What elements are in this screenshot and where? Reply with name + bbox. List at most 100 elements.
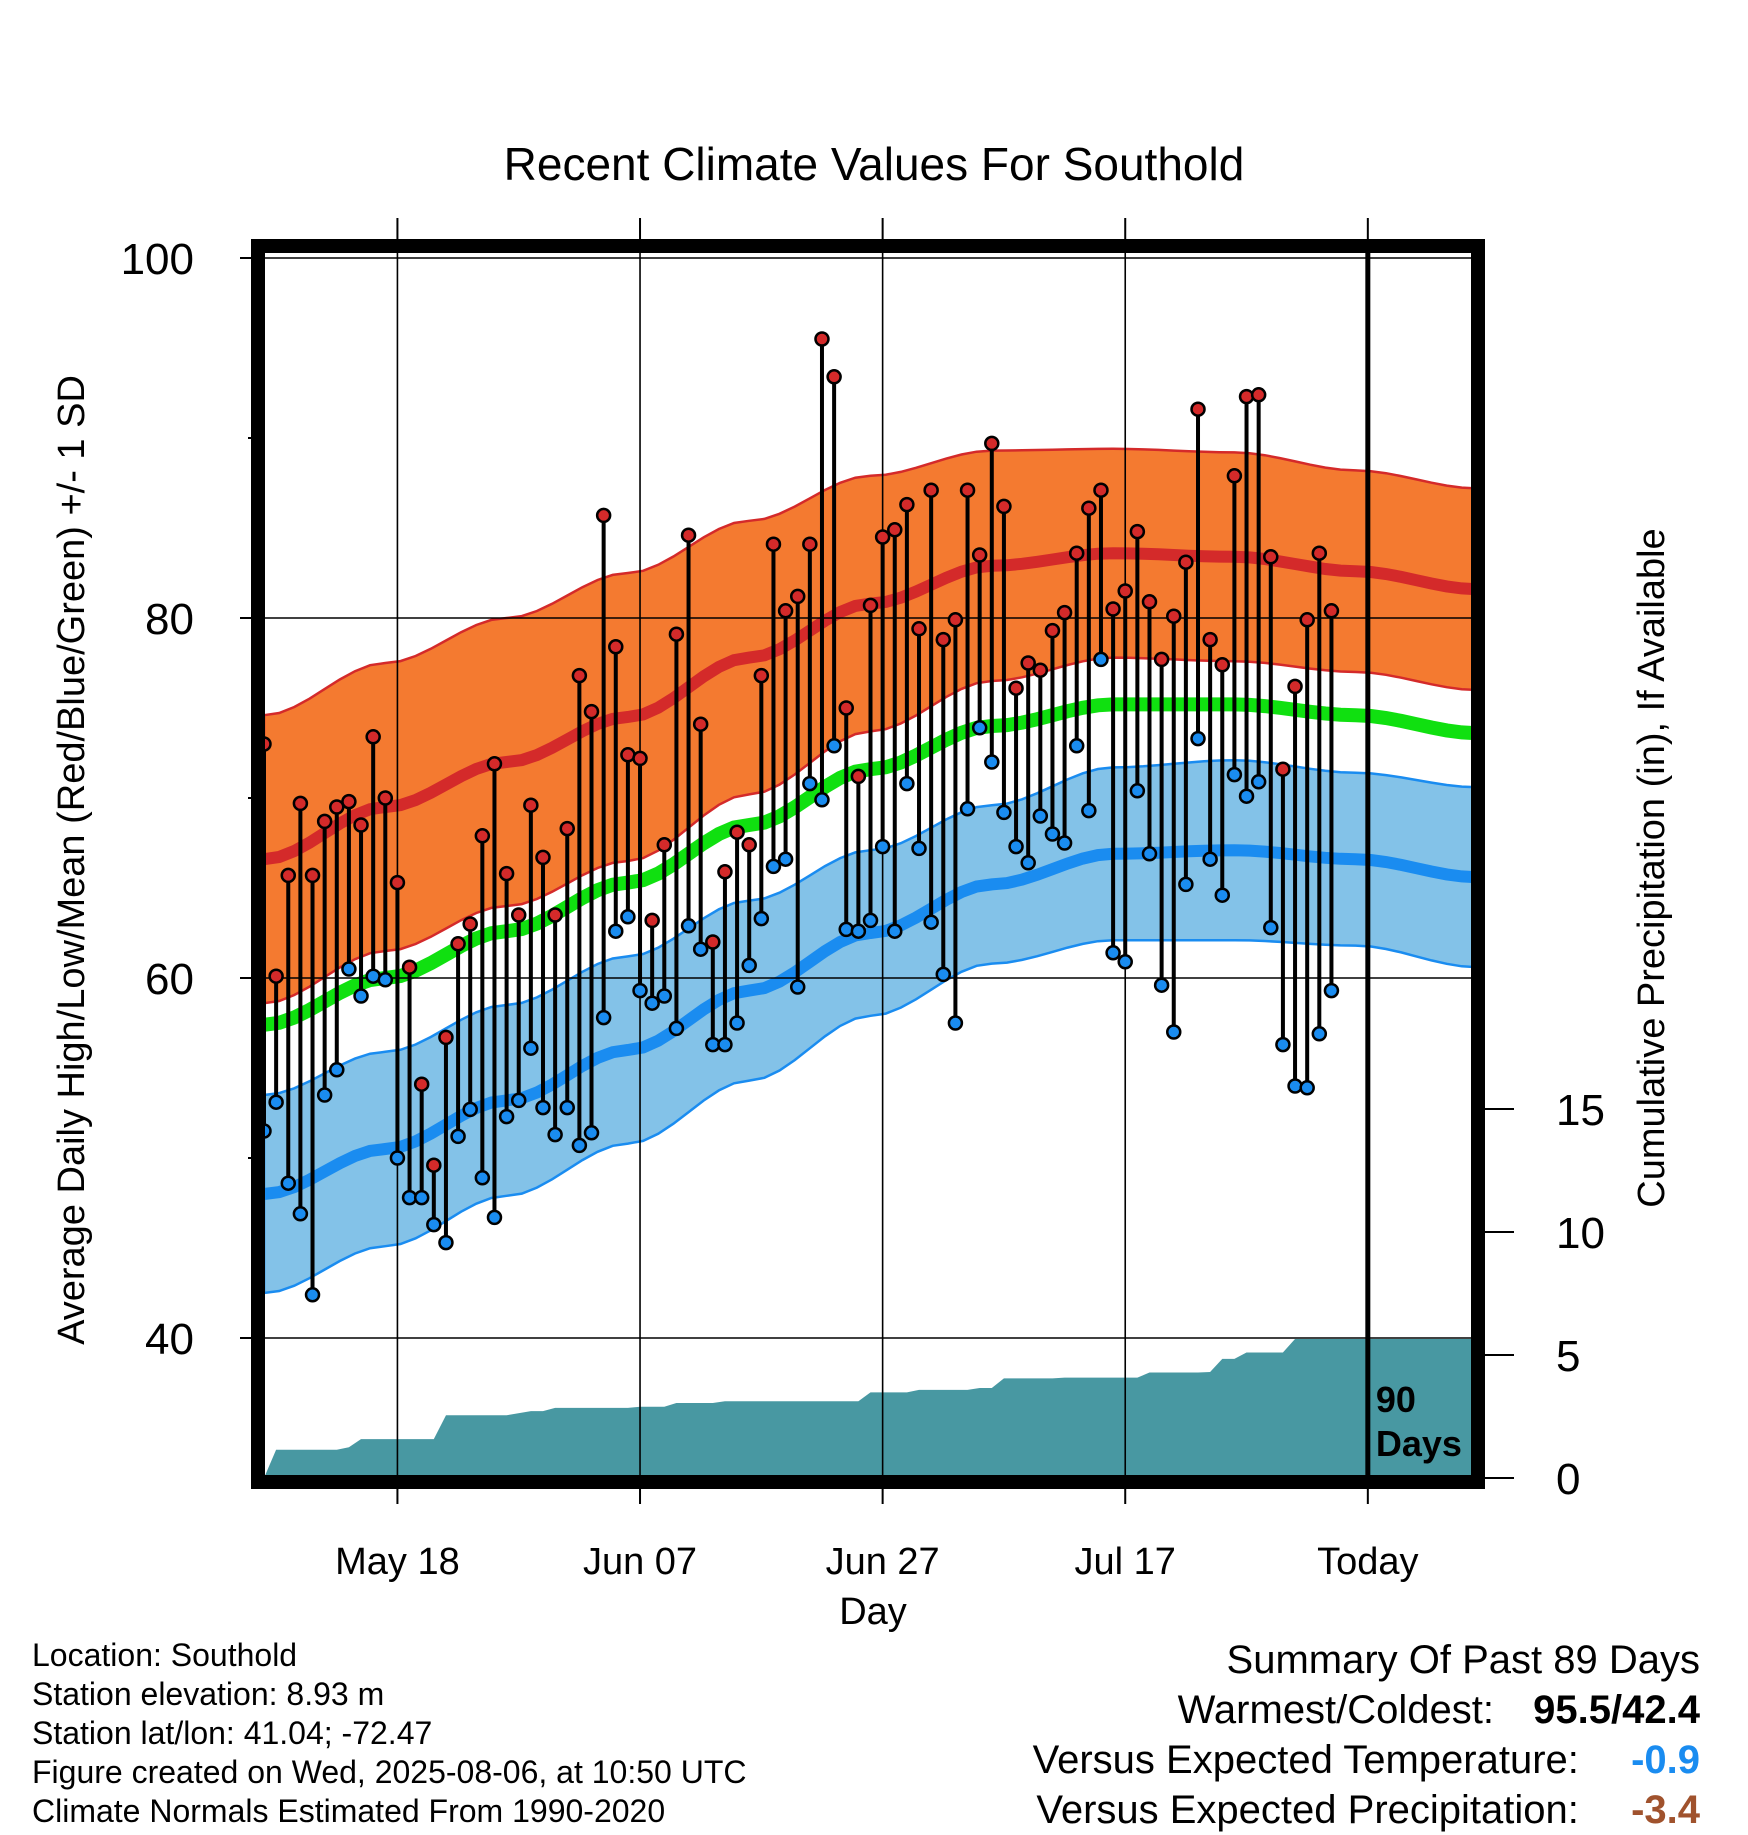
daily-high-point xyxy=(1250,387,1267,403)
daily-low-point xyxy=(899,775,915,792)
daily-high-point xyxy=(862,597,879,614)
daily-low-point xyxy=(486,1209,503,1226)
cumulative-precip-area xyxy=(264,1339,1477,1482)
created-text: Figure created on Wed, 2025-08-06, at 10… xyxy=(32,1754,747,1790)
daily-low-point xyxy=(1226,766,1243,783)
daily-high-point xyxy=(329,799,345,815)
daily-low-point xyxy=(862,912,879,929)
daily-high-point xyxy=(510,907,527,923)
daily-high-point xyxy=(353,817,369,833)
daily-high-point xyxy=(1056,604,1073,621)
daily-low-point xyxy=(789,979,806,995)
warmest-value: 95.5 xyxy=(1533,1688,1612,1732)
daily-high-point xyxy=(789,588,806,605)
daily-high-point xyxy=(971,547,988,563)
daily-high-point xyxy=(474,828,491,844)
daily-high-point xyxy=(741,837,757,853)
elevation-text: Station elevation: 8.93 m xyxy=(32,1676,385,1712)
daily-low-point xyxy=(729,1015,745,1031)
warm-cold-slash: / xyxy=(1611,1688,1623,1732)
daily-high-point xyxy=(583,703,600,720)
daily-low-point xyxy=(1044,826,1061,842)
summary-warm-cold: Warmest/Coldest: 95.5/42.4 xyxy=(1033,1685,1700,1735)
daily-high-point xyxy=(304,867,321,884)
daily-high-point xyxy=(1008,680,1024,696)
daily-high-point xyxy=(268,968,284,984)
daily-high-point xyxy=(486,756,503,772)
precip-vs-expected-label: Versus Expected Precipitation: xyxy=(1036,1788,1579,1832)
daily-low-point xyxy=(1299,1080,1315,1096)
daily-high-point xyxy=(1263,549,1279,565)
daily-high-point xyxy=(316,813,333,830)
y-tick-label: 80 xyxy=(145,595,194,644)
y-axis-label: Average Daily High/Low/Mean (Red/Blue/Gr… xyxy=(51,375,93,1345)
x-tick-label: Jun 27 xyxy=(826,1541,940,1583)
temp-vs-expected-label: Versus Expected Temperature: xyxy=(1032,1738,1579,1782)
daily-low-point xyxy=(510,1092,527,1109)
daily-low-point xyxy=(474,1170,491,1186)
daily-low-point xyxy=(620,909,636,925)
daily-high-point xyxy=(1275,761,1291,777)
daily-high-point xyxy=(753,667,770,684)
daily-low-point xyxy=(874,838,891,855)
daily-low-point xyxy=(1275,1036,1291,1053)
daily-high-point xyxy=(984,435,1000,452)
normals-text: Climate Normals Estimated From 1990-2020 xyxy=(32,1793,666,1829)
daily-high-point xyxy=(547,907,563,923)
daily-high-point xyxy=(1153,651,1170,668)
daily-low-point xyxy=(1178,876,1194,893)
daily-high-point xyxy=(1238,388,1255,405)
y-tick-label: 60 xyxy=(145,955,194,1004)
daily-low-point xyxy=(777,851,794,867)
daily-high-point xyxy=(595,507,612,524)
daily-high-point xyxy=(292,795,309,812)
daily-high-point xyxy=(874,529,891,545)
daily-low-point xyxy=(1153,977,1170,993)
daily-high-point xyxy=(559,820,575,837)
daily-low-point xyxy=(765,858,782,875)
daily-high-point xyxy=(523,797,539,813)
daily-low-point xyxy=(1105,945,1121,961)
daily-low-point xyxy=(826,738,842,754)
daily-low-point xyxy=(292,1206,309,1222)
summary-heading: Summary Of Past 89 Days xyxy=(1226,1638,1700,1682)
daily-high-point xyxy=(535,849,551,866)
daily-low-point xyxy=(668,1020,685,1037)
daily-low-point xyxy=(438,1234,454,1251)
daily-low-point xyxy=(1081,802,1097,819)
daily-high-point xyxy=(1178,554,1194,570)
daily-low-point xyxy=(656,988,673,1004)
y2-tick-label: 10 xyxy=(1556,1209,1605,1258)
daily-high-point xyxy=(935,631,952,648)
daily-low-point xyxy=(753,910,770,927)
coldest-value: 42.4 xyxy=(1622,1688,1700,1732)
daily-low-point xyxy=(741,957,757,974)
daily-high-point xyxy=(450,936,466,952)
location-text: Location: Southold xyxy=(32,1637,298,1673)
y2-tick-label: 5 xyxy=(1556,1332,1580,1381)
daily-high-point xyxy=(717,864,733,880)
x-tick-label: Jun 07 xyxy=(583,1541,697,1583)
daily-low-point xyxy=(462,1101,478,1118)
daily-high-point xyxy=(413,1076,430,1092)
daily-low-point xyxy=(996,804,1012,821)
x-tick-label: Today xyxy=(1317,1541,1418,1583)
daily-low-point xyxy=(608,923,624,939)
daily-low-point xyxy=(268,1094,284,1110)
summary-panel: Summary Of Past 89 Days Warmest/Coldest:… xyxy=(1033,1635,1700,1835)
daily-low-point xyxy=(1141,846,1158,862)
daily-high-point xyxy=(911,621,927,637)
daily-high-point xyxy=(341,793,357,810)
today-days-word: Days xyxy=(1376,1423,1462,1464)
daily-low-point xyxy=(535,1099,551,1116)
daily-high-point xyxy=(1202,631,1218,648)
daily-low-point xyxy=(1202,851,1218,867)
daily-low-point xyxy=(935,966,952,983)
daily-low-point xyxy=(887,923,903,939)
daily-high-point xyxy=(814,331,830,347)
daily-low-point xyxy=(1117,954,1133,970)
daily-high-point xyxy=(280,867,297,884)
y2-axis-label: Cumulative Precipitation (in), If Availa… xyxy=(1631,528,1673,1207)
x-tick-label: May 18 xyxy=(335,1541,460,1583)
warm-cold-label: Warmest/Coldest: xyxy=(1177,1688,1495,1732)
